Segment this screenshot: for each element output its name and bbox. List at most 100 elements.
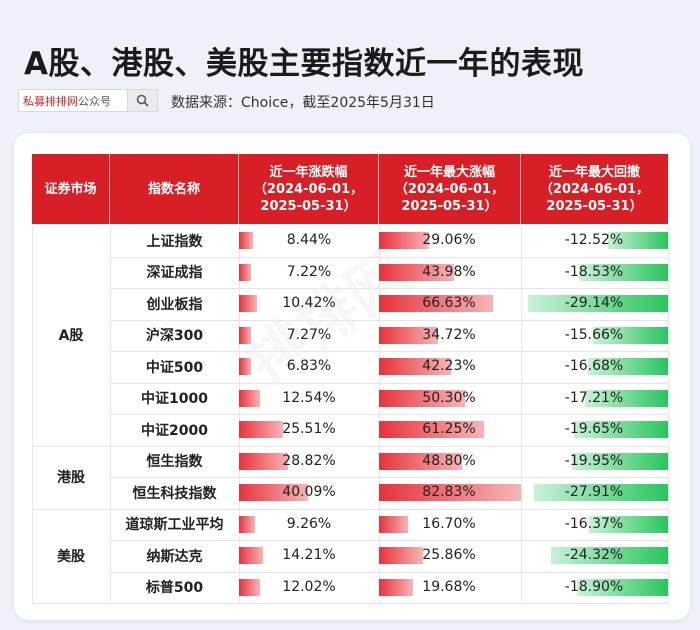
index-name: 创业板指: [146, 296, 203, 313]
page-title: A股、港股、美股主要指数近一年的表现: [24, 46, 584, 82]
grid-line: [32, 603, 110, 604]
max-drawdown-value: -29.14%: [564, 295, 624, 311]
grid-line: [32, 225, 33, 603]
max-drawdown-value: -19.95%: [564, 452, 624, 469]
grid-line: [110, 319, 668, 321]
index-name: 恒生指数: [146, 454, 203, 470]
change-bar: [239, 263, 252, 281]
max-gain-bar: [379, 452, 463, 470]
grid-line: [110, 540, 668, 541]
max-drawdown-value: -24.32%: [564, 547, 624, 563]
change-value: 12.54%: [282, 389, 336, 406]
grid-line: [110, 477, 668, 478]
max-gain-bar: [379, 326, 439, 344]
max-gain-value: 61.25%: [422, 421, 476, 437]
header-max-drawdown: 近一年最大回撤 （2024-06-01， 2025-05-31）: [521, 154, 668, 224]
header-max-gain: 近一年最大涨幅 （2024-06-01， 2025-05-31）: [379, 154, 521, 224]
change-bar: [239, 295, 257, 312]
change-bar: [239, 547, 264, 564]
search-button[interactable]: [127, 90, 157, 111]
data-source: 数据来源：Choice，截至2025年5月31日: [171, 95, 435, 111]
grid-line: [110, 414, 668, 415]
max-drawdown-value: -16.68%: [564, 358, 624, 374]
change-value: 25.51%: [282, 421, 336, 437]
grid-line: [110, 351, 668, 352]
max-gain-value: 66.63%: [422, 295, 476, 311]
max-drawdown-value: -16.37%: [564, 515, 624, 532]
index-name: 上证指数: [146, 233, 203, 250]
max-gain-value: 50.30%: [422, 389, 476, 406]
max-drawdown-value: -12.52%: [564, 232, 624, 248]
max-gain-value: 19.68%: [422, 578, 476, 595]
max-drawdown-value: -18.90%: [564, 578, 624, 595]
max-drawdown-bar: [573, 421, 668, 438]
index-name: 道琼斯工业平均: [125, 517, 224, 533]
change-value: 28.82%: [282, 452, 336, 469]
max-drawdown-bar: [589, 515, 668, 533]
search-brand: 私募排排网: [23, 94, 78, 108]
change-value: 12.02%: [282, 578, 336, 595]
max-gain-value: 16.70%: [422, 515, 476, 532]
index-name: 纳斯达克: [146, 548, 203, 565]
index-name: 深证成指: [146, 265, 203, 281]
max-gain-value: 48.80%: [422, 452, 476, 469]
index-name: 恒生科技指数: [132, 485, 217, 502]
max-gain-value: 42.23%: [422, 358, 476, 374]
market-cell: 美股: [57, 548, 85, 565]
change-value: 8.44%: [286, 232, 332, 248]
change-value: 6.83%: [286, 358, 332, 374]
search-suffix: 公众号: [78, 94, 111, 108]
change-bar: [239, 515, 255, 533]
change-value: 10.42%: [282, 295, 336, 311]
max-gain-bar: [379, 578, 413, 596]
max-drawdown-value: -27.91%: [564, 484, 624, 500]
change-value: 7.22%: [286, 263, 332, 280]
change-bar: [239, 421, 283, 438]
max-gain-bar: [379, 295, 493, 312]
change-value: 9.26%: [286, 515, 332, 532]
max-gain-value: 43.98%: [422, 263, 476, 280]
index-name: 标普500: [145, 580, 204, 596]
index-name: 沪深300: [145, 328, 204, 344]
change-bar: [239, 232, 254, 249]
change-bar: [239, 484, 308, 501]
grid-line: [110, 508, 668, 510]
grid-line: [32, 508, 110, 510]
change-bar: [239, 389, 261, 407]
max-drawdown-bar: [592, 326, 668, 344]
max-drawdown-bar: [572, 452, 668, 470]
change-value: 7.27%: [286, 326, 332, 343]
grid-line: [668, 225, 669, 603]
grid-line: [110, 288, 668, 289]
change-bar: [239, 358, 251, 375]
grid-line: [110, 603, 668, 604]
max-drawdown-bar: [534, 484, 668, 501]
grid-line: [110, 571, 668, 573]
grid-line: [110, 445, 668, 447]
index-name: 中证2000: [141, 422, 208, 439]
max-drawdown-bar: [528, 295, 668, 312]
search-icon: [136, 94, 149, 107]
change-value: 40.09%: [282, 484, 336, 500]
header-index-name: 指数名称: [110, 154, 239, 224]
change-bar: [239, 578, 260, 596]
max-gain-value: 82.83%: [422, 484, 476, 500]
max-gain-bar: [379, 263, 455, 281]
header-market: 证券市场: [32, 154, 110, 224]
max-drawdown-bar: [577, 578, 668, 596]
market-cell: 港股: [57, 470, 85, 486]
max-gain-bar: [379, 389, 466, 407]
header-change: 近一年涨跌幅 （2024-06-01， 2025-05-31）: [239, 154, 379, 224]
max-gain-bar: [379, 515, 408, 533]
change-value: 14.21%: [282, 547, 336, 563]
index-name: 中证500: [145, 359, 204, 376]
search-box[interactable]: 私募排排网公众号: [18, 89, 158, 112]
index-name: 中证1000: [141, 391, 208, 407]
max-gain-bar: [379, 232, 429, 249]
grid-line: [32, 445, 110, 447]
grid-line: [110, 382, 668, 384]
max-drawdown-value: -15.66%: [564, 326, 624, 343]
search-text: 私募排排网公众号: [19, 93, 111, 109]
change-bar: [239, 452, 289, 470]
grid-line: [110, 256, 668, 258]
